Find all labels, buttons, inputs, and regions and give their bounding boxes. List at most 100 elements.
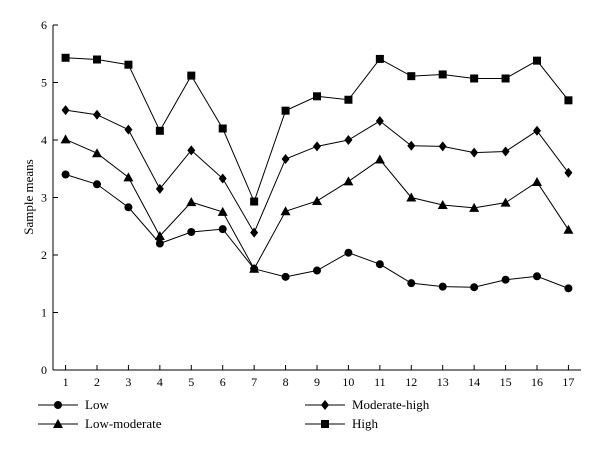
- data-point-diamond: [155, 183, 164, 194]
- legend-item-low-moderate: Low-moderate: [38, 416, 162, 431]
- data-point-square: [321, 420, 329, 428]
- data-point-triangle: [186, 197, 197, 207]
- x-tick-label: 16: [531, 375, 543, 389]
- data-point-triangle: [92, 148, 102, 158]
- data-point-diamond: [564, 167, 573, 178]
- y-tick-label: 4: [41, 133, 47, 147]
- data-point-diamond: [61, 105, 70, 116]
- data-point-circle: [438, 282, 447, 291]
- data-point-diamond: [470, 147, 479, 158]
- series-high: [61, 53, 573, 206]
- data-point-triangle: [53, 419, 63, 428]
- data-point-triangle: [217, 206, 228, 216]
- data-point-circle: [313, 266, 321, 275]
- legend-item-moderate-high: Moderate-high: [305, 397, 430, 412]
- data-point-triangle: [563, 224, 574, 234]
- legend-label-high: High: [352, 416, 379, 431]
- x-tick-label: 15: [500, 375, 512, 389]
- series-line-high: [65, 57, 569, 203]
- x-tick-label: 8: [283, 375, 289, 389]
- x-tick-label: 17: [562, 375, 574, 389]
- data-point-square: [344, 95, 353, 104]
- data-point-square: [533, 56, 541, 65]
- data-point-circle: [344, 248, 353, 257]
- legend-label-low-moderate: Low-moderate: [85, 416, 162, 431]
- data-point-diamond: [93, 109, 101, 120]
- y-tick-label: 5: [41, 76, 47, 90]
- series-moderate-high: [61, 105, 573, 238]
- legend-item-high: High: [305, 416, 379, 431]
- legend-label-low: Low: [85, 397, 109, 412]
- data-point-triangle: [343, 176, 354, 186]
- series-layer: [60, 53, 574, 293]
- data-point-diamond: [187, 145, 196, 156]
- data-point-square: [407, 72, 416, 81]
- data-point-circle: [155, 239, 164, 248]
- data-point-diamond: [124, 124, 133, 135]
- data-point-triangle: [60, 134, 71, 144]
- y-tick-label: 1: [41, 306, 47, 320]
- data-point-square: [501, 74, 510, 83]
- data-point-circle: [124, 203, 133, 212]
- data-point-triangle: [154, 231, 165, 241]
- x-tick-label: 6: [220, 375, 226, 389]
- data-point-circle: [61, 170, 70, 179]
- data-point-square: [61, 53, 70, 62]
- series-line-moderate-high: [65, 109, 569, 234]
- legend-label-moderate-high: Moderate-high: [352, 397, 430, 412]
- y-tick-label: 0: [41, 363, 47, 377]
- data-point-circle: [407, 279, 416, 288]
- series-low-moderate: [60, 134, 574, 273]
- y-axis-title: Sample means: [21, 159, 36, 234]
- x-tick-label: 14: [468, 375, 480, 389]
- x-tick-label: 1: [63, 375, 69, 389]
- data-point-diamond: [321, 400, 329, 410]
- data-point-square: [155, 126, 164, 135]
- data-point-diamond: [438, 141, 447, 152]
- data-point-triangle: [437, 199, 448, 209]
- y-tick-label: 2: [41, 248, 47, 262]
- data-point-diamond: [344, 135, 353, 145]
- data-point-triangle: [312, 195, 322, 205]
- data-point-triangle: [500, 197, 511, 207]
- data-point-diamond: [533, 125, 541, 136]
- data-point-square: [564, 96, 573, 105]
- data-point-square: [124, 60, 133, 69]
- x-tick-label: 4: [157, 375, 163, 389]
- data-point-circle: [375, 260, 384, 269]
- data-point-circle: [470, 283, 479, 292]
- data-point-triangle: [249, 263, 260, 273]
- data-point-triangle: [532, 176, 542, 186]
- data-point-diamond: [250, 227, 259, 238]
- data-point-square: [470, 74, 479, 83]
- data-point-triangle: [469, 202, 480, 212]
- x-tick-label: 13: [437, 375, 449, 389]
- data-point-circle: [501, 275, 510, 284]
- y-tick-label: 6: [41, 18, 47, 32]
- data-point-diamond: [281, 153, 290, 164]
- x-tick-label: 7: [251, 375, 257, 389]
- data-point-square: [187, 71, 196, 80]
- data-point-square: [313, 92, 321, 101]
- data-point-square: [218, 124, 227, 133]
- data-point-circle: [533, 272, 541, 281]
- data-point-square: [375, 54, 384, 63]
- data-point-triangle: [280, 206, 291, 216]
- data-point-diamond: [407, 140, 416, 151]
- data-point-triangle: [406, 192, 417, 202]
- x-tick-label: 9: [314, 375, 320, 389]
- data-point-diamond: [218, 173, 227, 184]
- x-tick-label: 3: [125, 375, 131, 389]
- data-point-circle: [187, 228, 196, 236]
- data-point-circle: [281, 272, 290, 281]
- data-point-circle: [54, 401, 62, 409]
- data-point-diamond: [313, 141, 321, 152]
- x-tick-label: 10: [342, 375, 354, 389]
- y-tick-label: 3: [41, 191, 47, 205]
- data-point-triangle: [374, 154, 385, 164]
- data-point-circle: [93, 180, 101, 189]
- data-point-circle: [218, 225, 227, 234]
- x-tick-label: 2: [94, 375, 100, 389]
